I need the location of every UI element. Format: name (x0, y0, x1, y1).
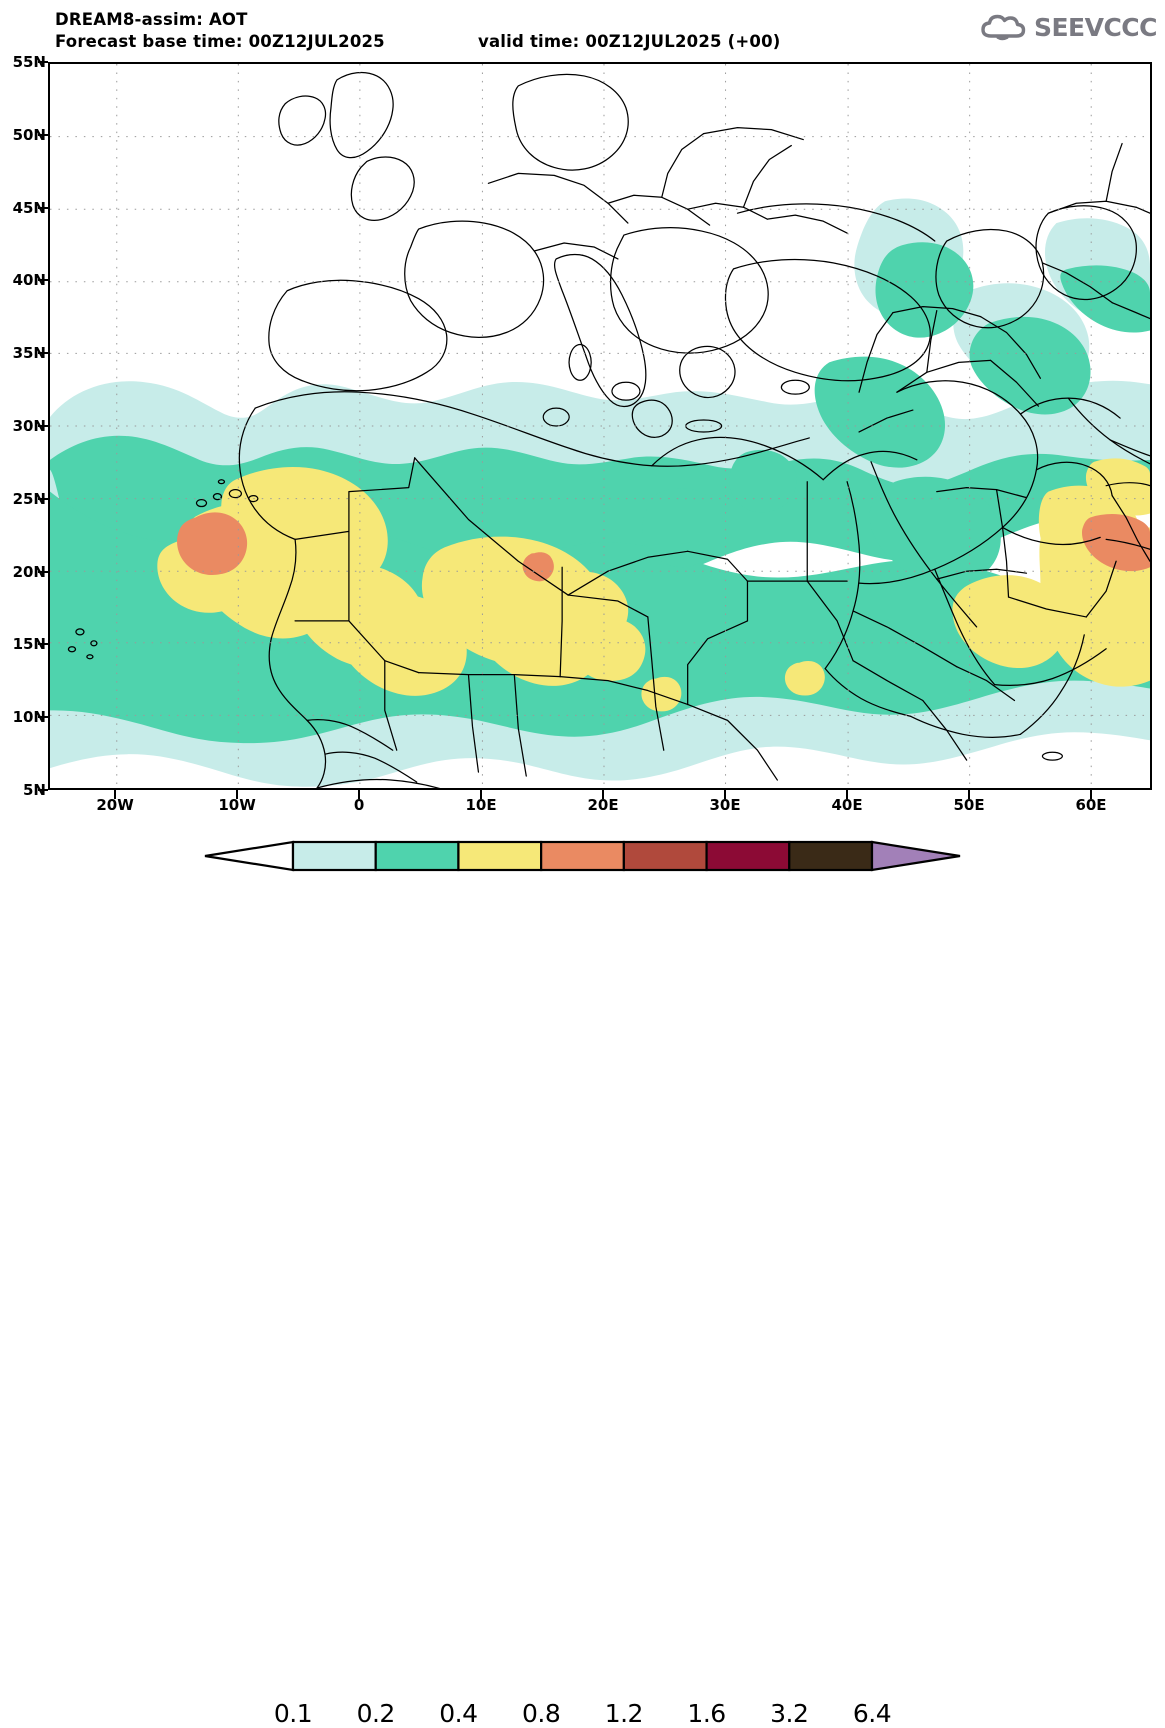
y-axis-tick (38, 497, 48, 500)
colorbar-tick-label: 0.8 (522, 1699, 561, 1728)
y-axis-label: 10N (12, 708, 46, 727)
y-axis-label: 25N (12, 489, 46, 508)
y-axis-label: 15N (12, 635, 46, 654)
x-axis-label: 40E (831, 796, 863, 814)
colorbar-tick-label: 3.2 (770, 1699, 809, 1728)
x-axis-label: 20E (587, 796, 619, 814)
colorbar-extend-low (204, 840, 295, 872)
colorbar-block (788, 840, 874, 872)
x-axis-tick (1090, 790, 1092, 799)
x-axis-tick (358, 790, 361, 799)
map-plot-area (48, 62, 1152, 790)
y-axis-label: 35N (12, 344, 46, 363)
colorbar-block (705, 840, 791, 872)
y-axis-tick (38, 133, 48, 136)
x-axis-label: 10E (465, 796, 497, 814)
seevccc-logo: SEEVCCC (981, 8, 1158, 46)
x-axis-label: 60E (1075, 796, 1107, 814)
x-axis-label: 10W (218, 796, 256, 814)
x-axis-label: 30E (709, 796, 741, 814)
x-axis-tick (968, 790, 971, 799)
y-axis-label: 30N (12, 417, 46, 435)
logo-text: SEEVCCC (1033, 12, 1158, 42)
colorbar-tick-label: 1.6 (687, 1699, 726, 1728)
y-axis-label: 45N (12, 198, 46, 217)
colorbar-block (457, 840, 543, 872)
y-axis-tick (38, 425, 48, 427)
colorbar-swatches (204, 840, 961, 872)
chart-header: DREAM8-assim: AOT Forecast base time: 00… (0, 0, 1165, 60)
x-axis-tick (602, 790, 605, 799)
x-axis-label: 50E (953, 796, 985, 814)
colorbar-tick-label: 0.2 (356, 1699, 396, 1728)
colorbar-tick-label: 6.4 (852, 1699, 892, 1728)
y-axis-label: 40N (12, 271, 46, 290)
x-axis-tick (480, 790, 483, 799)
y-axis-label: 20N (12, 562, 46, 581)
y-axis-tick (38, 206, 48, 209)
map-outlines (67, 71, 1150, 788)
y-axis-label: 55N (12, 53, 46, 71)
y-axis-label: 5N (23, 781, 46, 799)
colorbar-tick-label: 1.2 (604, 1699, 644, 1728)
y-axis-tick (38, 352, 48, 355)
colorbar-extend-high (870, 840, 961, 872)
x-axis-label: 20W (96, 796, 134, 814)
forecast-base-time-label: Forecast base time: 00Z12JUL2025 (55, 32, 385, 51)
y-axis-tick (38, 279, 48, 282)
colorbar-block (622, 840, 708, 872)
x-axis-tick (114, 790, 117, 799)
colorbar-tick-label: 0.1 (273, 1699, 313, 1728)
y-axis-tick (38, 643, 48, 646)
colorbar-tick-label: 0.4 (439, 1699, 478, 1728)
x-axis-label: 0 (353, 796, 365, 814)
page-title: DREAM8-assim: AOT (55, 10, 248, 29)
y-axis-label: 50N (12, 125, 46, 144)
y-axis-tick (38, 570, 48, 573)
colorbar-block (540, 840, 625, 872)
y-axis-tick (38, 789, 48, 791)
x-axis-tick (724, 790, 727, 799)
y-axis-tick (38, 716, 48, 719)
x-axis-tick (236, 790, 239, 799)
colorbar-block (374, 840, 460, 872)
x-axis-tick (846, 790, 849, 799)
colorbar: 0.1 0.2 0.4 0.8 1.2 1.6 3.2 6.4 (0, 836, 1165, 1728)
valid-time-label: valid time: 00Z12JUL2025 (+00) (478, 32, 781, 51)
colorbar-block (291, 840, 377, 872)
cloud-icon (981, 14, 1026, 41)
aot-contour-map (50, 64, 1150, 788)
contour-level-0.8 (177, 512, 1150, 582)
y-axis-tick (38, 61, 48, 63)
